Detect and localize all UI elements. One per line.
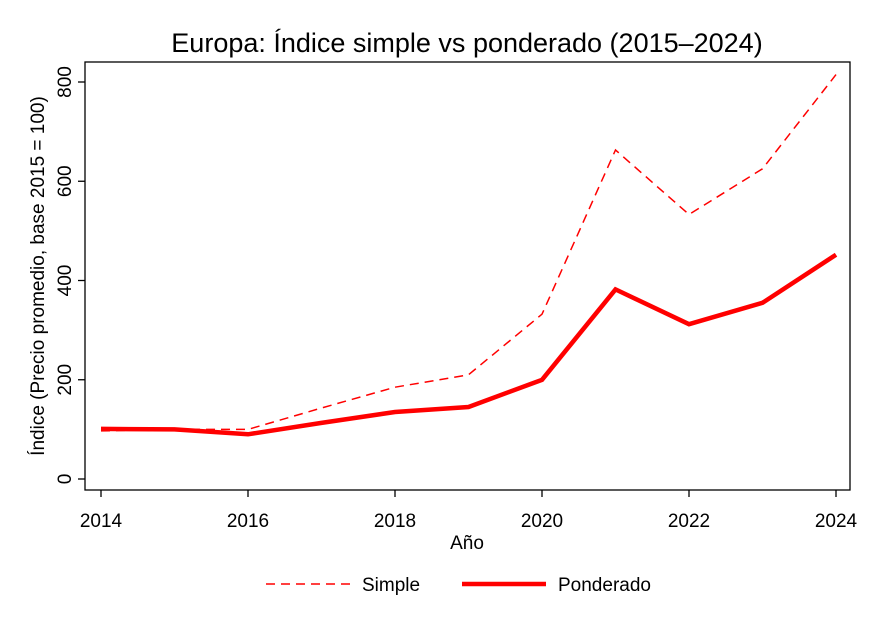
- legend: Simple Ponderado: [266, 575, 651, 596]
- y-tick-label: 400: [55, 265, 76, 297]
- x-tick-label: 2014: [80, 511, 123, 532]
- x-tick-label: 2024: [815, 511, 858, 532]
- chart-title: Europa: Índice simple vs ponderado (2015…: [171, 28, 762, 58]
- x-tick-label: 2022: [668, 511, 710, 532]
- y-tick-label: 600: [55, 165, 76, 197]
- y-axis-label: Índice (Precio promedio, base 2015 = 100…: [28, 96, 49, 456]
- legend-label-simple: Simple: [362, 575, 420, 596]
- series-layer: [100, 74, 838, 437]
- y-tick-label: 200: [55, 364, 76, 396]
- series-line-ponderado: [100, 252, 838, 437]
- x-tick-label: 2016: [227, 511, 269, 532]
- y-tick-label: 0: [55, 474, 76, 485]
- axes: 2014 2016 2018 2020 2022 2024 0 200 400 600 800: [55, 66, 858, 532]
- x-tick-label: 2020: [521, 511, 563, 532]
- y-tick-label: 800: [55, 66, 76, 98]
- plot-area-frame: [84, 61, 851, 491]
- x-tick-label: 2018: [374, 511, 416, 532]
- series-line-simple: [100, 74, 837, 432]
- x-axis-label: Año: [450, 533, 484, 554]
- legend-label-ponderado: Ponderado: [558, 575, 651, 596]
